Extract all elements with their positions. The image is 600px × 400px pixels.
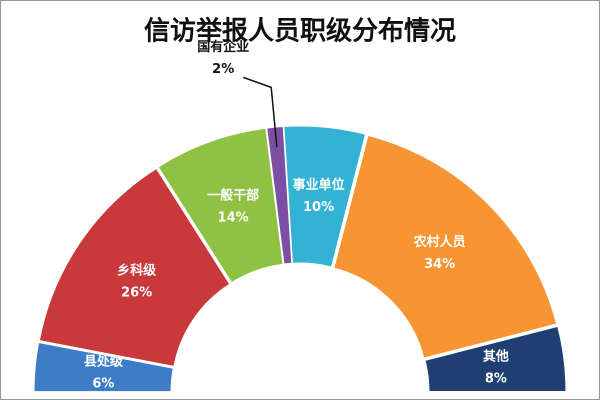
value-label: 2% bbox=[212, 62, 234, 77]
leader-line bbox=[242, 76, 278, 148]
slice-label: 一般干部 bbox=[207, 188, 259, 204]
slice-label: 农村人员 bbox=[413, 234, 466, 250]
slice-label: 县处级 bbox=[84, 354, 124, 370]
slice bbox=[33, 341, 174, 393]
slice bbox=[157, 127, 284, 284]
chart-title: 信访举报人员职级分布情况 bbox=[144, 16, 456, 47]
value-label: 26% bbox=[121, 285, 152, 300]
slice bbox=[424, 325, 567, 392]
slice bbox=[283, 125, 367, 268]
value-label: 14% bbox=[218, 211, 249, 226]
slice-label: 事业单位 bbox=[293, 177, 345, 193]
slice-label: 国有企业 bbox=[197, 39, 249, 55]
value-label: 6% bbox=[92, 377, 114, 392]
slice bbox=[333, 134, 558, 359]
slice bbox=[38, 167, 231, 367]
value-label: 34% bbox=[424, 257, 455, 272]
value-label: 8% bbox=[485, 372, 507, 387]
slice-label: 其他 bbox=[483, 349, 509, 365]
slice-label: 乡科级 bbox=[117, 262, 157, 278]
value-label: 10% bbox=[303, 200, 334, 215]
slice bbox=[266, 126, 293, 265]
